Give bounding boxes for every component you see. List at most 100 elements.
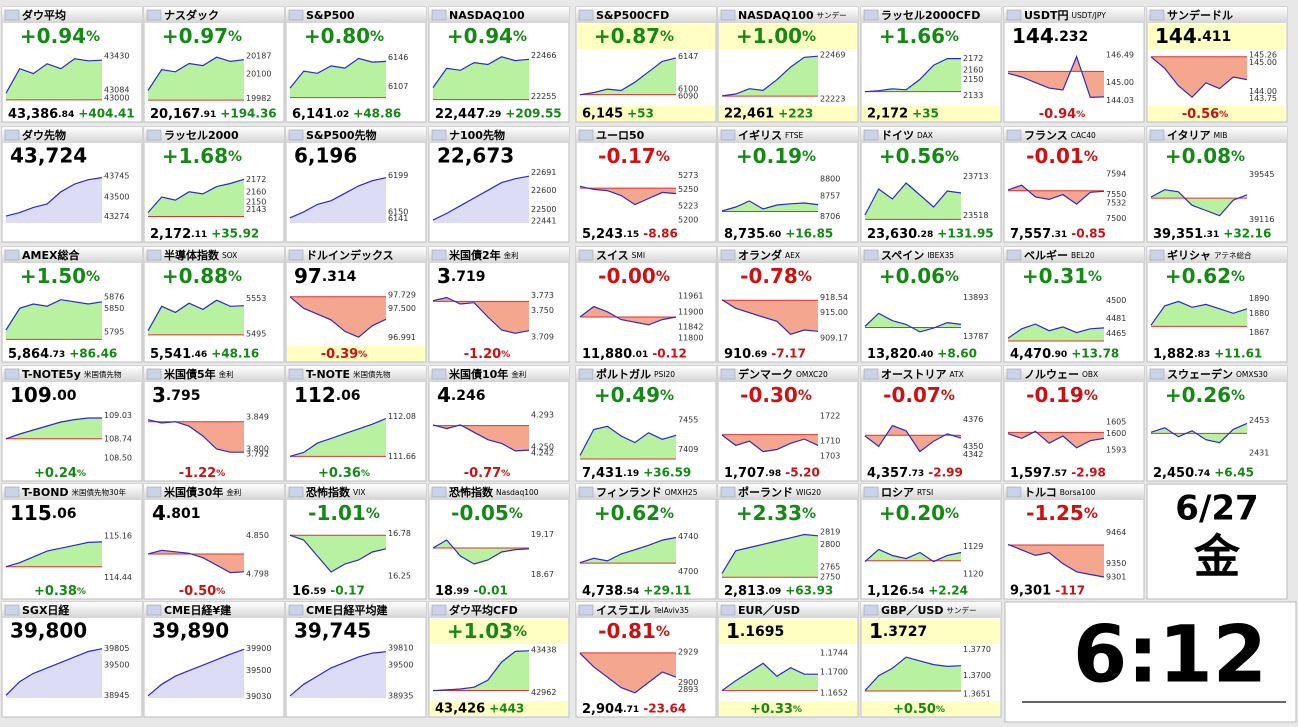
- tile: NASDAQ100 サンデー+1.00% 22469 22223 22,461 +223: [717, 6, 859, 123]
- diff: +48.16: [211, 347, 259, 361]
- price-line: [1007, 323, 1105, 339]
- tile-name: 米国債5年: [163, 367, 216, 381]
- tile-sub: アテネ総合: [1214, 250, 1252, 260]
- tile: ナ100先物 22,673 22691 22600 22500 22441: [428, 126, 570, 243]
- flag-icon: [146, 604, 162, 616]
- price-line: [289, 534, 387, 573]
- tile: CME日経平均建 39,745 39810 39500 38935: [285, 601, 427, 718]
- flag-icon: [4, 486, 20, 498]
- tile-sub: OMXS30: [1236, 370, 1268, 379]
- flag-icon: [863, 368, 879, 380]
- tile-name: S&P500: [306, 9, 355, 22]
- diff: -23.64: [643, 702, 686, 716]
- axis-label: 3.792: [246, 450, 269, 459]
- axis-label: 145.26: [1249, 51, 1277, 60]
- diff: +32.16: [1223, 227, 1271, 241]
- tile: オランダ AEX -0.78% 918.54 915.00 909.17 910.69 -7.…: [717, 246, 859, 363]
- axis-label: 11800: [678, 333, 703, 342]
- axis-label: 2172: [963, 54, 983, 63]
- tile-header: [1147, 247, 1287, 263]
- flag-icon: [1006, 249, 1022, 261]
- tile-bg: [860, 6, 1002, 123]
- area-fill: [1008, 185, 1104, 205]
- main-value: +0.56%: [879, 144, 959, 168]
- tile-name: ベルギー: [1024, 248, 1068, 262]
- axis-label: 143.75: [1249, 94, 1277, 103]
- tile-name: イギリス: [738, 128, 782, 142]
- axis-label: 43745: [104, 171, 129, 180]
- diff: +86.46: [69, 347, 117, 361]
- area-fill: [722, 534, 818, 578]
- area-fill: [6, 299, 102, 340]
- tile-name: 恐怖指数: [449, 485, 494, 499]
- price-line: [864, 656, 962, 692]
- price: 9,301: [1010, 584, 1051, 599]
- price-line: [721, 662, 818, 692]
- axis-label: 20100: [246, 69, 271, 78]
- axis-label: 7500: [1106, 214, 1126, 223]
- flag-icon: [578, 249, 594, 261]
- tile-header: [576, 127, 716, 143]
- price-line: [1007, 54, 1105, 99]
- area-fill: [290, 296, 386, 338]
- tile-sub: OMXH25: [665, 488, 698, 497]
- tile: 半導体指数 SOX +0.88% 5553 5495 5,541.46 +48.16: [143, 246, 285, 363]
- tile-name: スウェーデン: [1167, 367, 1233, 381]
- price: 20,167.91: [150, 107, 216, 122]
- tile-header: [718, 602, 858, 618]
- price-line: [5, 299, 103, 331]
- price: 6,145: [582, 107, 623, 122]
- tile-header: [2, 602, 142, 618]
- tile: T-NOTE5y 米国債先物 109.00 109.03 108.74 108.50 +0.…: [1, 365, 143, 482]
- tile: ギリシャ アテネ総合 +0.62% 1890 1880 1867 1,882.83 +11.6…: [1146, 246, 1288, 363]
- tile-header: [429, 366, 569, 382]
- price-line: [289, 57, 387, 89]
- axis-label: 4342: [963, 450, 983, 459]
- axis-label: 4.850: [246, 531, 269, 540]
- price-line: [1150, 300, 1248, 326]
- change: +0.36%: [318, 466, 370, 481]
- axis-label: 4.250: [531, 443, 554, 452]
- axis-label: 5200: [678, 215, 698, 224]
- main-value: -0.19%: [1026, 383, 1098, 407]
- tile-header: [286, 7, 426, 23]
- axis-label: 39500: [104, 661, 129, 670]
- axis-label: 2929: [678, 648, 698, 657]
- tile-sub: RTSI: [917, 488, 933, 497]
- tile-header: [861, 127, 1001, 143]
- tile: AMEX総合 +1.50% 5876 5850 5795 5,864.73 +86.46: [1, 246, 143, 363]
- flag-icon: [4, 129, 20, 141]
- area-fill: [1008, 544, 1104, 577]
- axis-label: 4500: [1106, 296, 1126, 305]
- flag-icon: [431, 249, 447, 261]
- flag-icon: [578, 129, 594, 141]
- main-value: +0.26%: [1165, 383, 1245, 407]
- diff: -0.01: [473, 584, 508, 598]
- flag-icon: [288, 368, 304, 380]
- tile-sub: 金利: [219, 369, 234, 379]
- tile: ユーロ50 -0.17% 5273 5250 5223 5200 5,243.15 -8.86: [575, 126, 717, 243]
- price-line: [864, 424, 962, 453]
- price: 8,735.60: [724, 227, 781, 242]
- tile-header: [429, 602, 569, 618]
- tile-bg: [860, 126, 1002, 243]
- tile-sub: OMXC20: [796, 370, 828, 379]
- area-fill: [148, 550, 244, 573]
- tile-name: デンマーク: [738, 367, 793, 381]
- axis-label: 22600: [531, 186, 556, 195]
- date: 6/27: [1175, 489, 1258, 529]
- price: 1,126.54: [867, 584, 924, 599]
- tile-header: [576, 247, 716, 263]
- tile-header: [2, 127, 142, 143]
- tile-header: [429, 127, 569, 143]
- tile-header: [1004, 366, 1144, 382]
- area-fill: [148, 179, 244, 217]
- clock: 6:12: [1073, 610, 1267, 700]
- tile-sub: BEL20: [1071, 251, 1095, 260]
- tile-header: [718, 484, 858, 500]
- tile-header: [718, 247, 858, 263]
- diff: +16.85: [785, 227, 833, 241]
